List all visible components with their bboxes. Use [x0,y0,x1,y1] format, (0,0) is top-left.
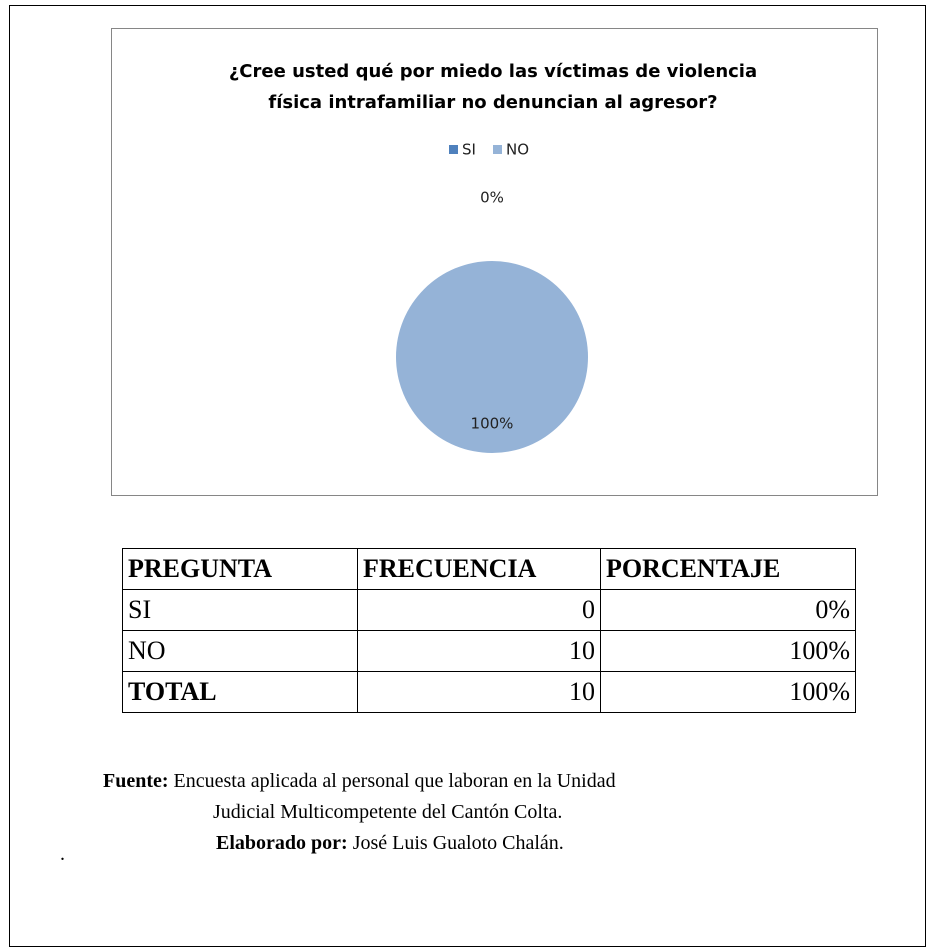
pie-slice [396,261,588,453]
cell: 100% [600,630,856,672]
cell: 0 [357,589,601,631]
source-text: Judicial Multicompetente del Cantón Colt… [213,801,563,823]
cell: TOTAL [122,671,358,713]
header-cell: PORCENTAJE [600,548,856,590]
chart: ¿Cree usted qué por miedo las víctimas d… [111,28,878,496]
cell: 0% [600,589,856,631]
cell: 10 [357,630,601,672]
header-cell: FRECUENCIA [357,548,601,590]
author-label: Elaborado por: [216,832,348,854]
data-label: 100% [471,415,514,433]
cell: NO [122,630,358,672]
legend-swatch [493,145,502,154]
chart-title: física intrafamiliar no denuncian al agr… [268,92,717,113]
cell: SI [122,589,358,631]
legend-swatch [449,145,458,154]
chart-title: ¿Cree usted qué por miedo las víctimas d… [229,61,757,82]
source-label: Fuente: [103,770,169,792]
source-line: Fuente: Encuesta aplicada al personal qu… [103,770,616,793]
data-table: PREGUNTA FRECUENCIA PORCENTAJE SI 0 0% N… [122,548,856,713]
dot: . [60,843,65,865]
source-text: Encuesta aplicada al personal que labora… [173,770,616,792]
cell: 10 [357,671,601,713]
author-line: Elaborado por: José Luis Gualoto Chalán. [216,832,564,855]
author-text: José Luis Gualoto Chalán. [352,832,564,854]
legend-label: SI [462,141,476,159]
cell: 100% [600,671,856,713]
legend-label: NO [506,141,529,159]
header-cell: PREGUNTA [122,548,358,590]
data-label: 0% [480,189,504,207]
